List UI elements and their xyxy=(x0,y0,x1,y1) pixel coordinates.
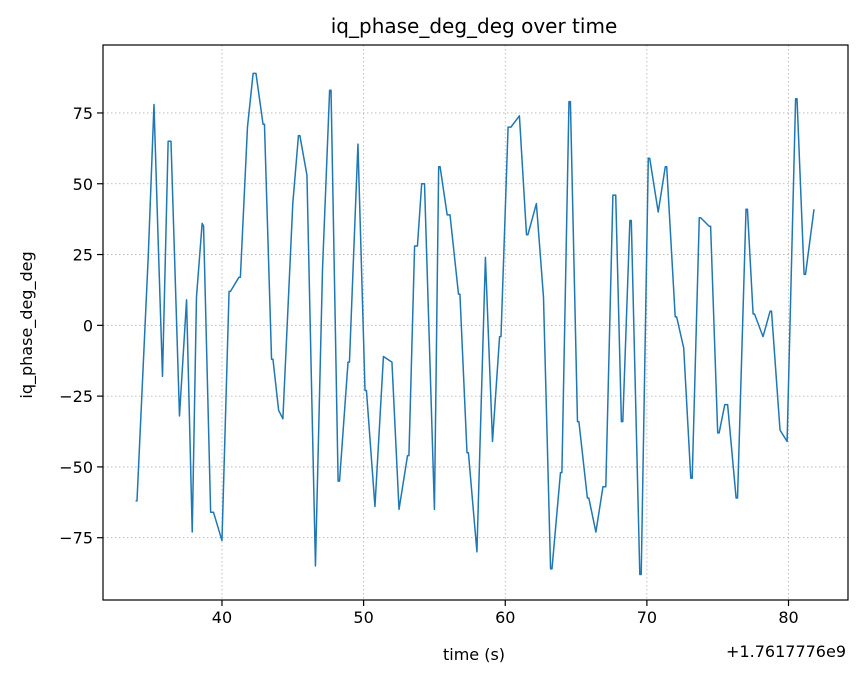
x-tick-label: 50 xyxy=(353,608,373,627)
y-tick-label: 0 xyxy=(83,316,93,335)
x-axis-offset-label: +1.7617776e9 xyxy=(726,642,846,661)
y-tick-label: 50 xyxy=(73,175,93,194)
y-axis-ticks: −75 −50 −25 0 25 50 75 xyxy=(59,104,103,548)
x-tick-label: 70 xyxy=(637,608,657,627)
y-tick-label: −25 xyxy=(59,387,93,406)
x-axis-label: time (s) xyxy=(443,645,505,664)
data-series xyxy=(135,72,815,576)
chart-title: iq_phase_deg_deg over time xyxy=(331,14,618,38)
x-tick-label: 40 xyxy=(212,608,232,627)
x-tick-label: 80 xyxy=(778,608,798,627)
series-line xyxy=(135,72,815,576)
y-tick-label: 25 xyxy=(73,246,93,265)
y-axis-label: iq_phase_deg_deg xyxy=(17,251,37,398)
y-tick-label: −50 xyxy=(59,458,93,477)
y-tick-label: −75 xyxy=(59,529,93,548)
axes-frame xyxy=(102,44,849,601)
x-tick-label: 60 xyxy=(495,608,515,627)
y-tick-label: 75 xyxy=(73,104,93,123)
x-axis-ticks: 40 50 60 70 80 xyxy=(212,600,799,627)
